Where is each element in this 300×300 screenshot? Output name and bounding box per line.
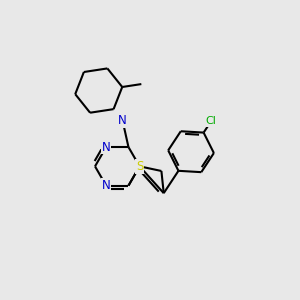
Text: N: N (118, 114, 127, 127)
Text: S: S (136, 160, 143, 173)
Text: N: N (102, 140, 110, 154)
Text: N: N (102, 179, 110, 192)
Text: Cl: Cl (206, 116, 216, 126)
